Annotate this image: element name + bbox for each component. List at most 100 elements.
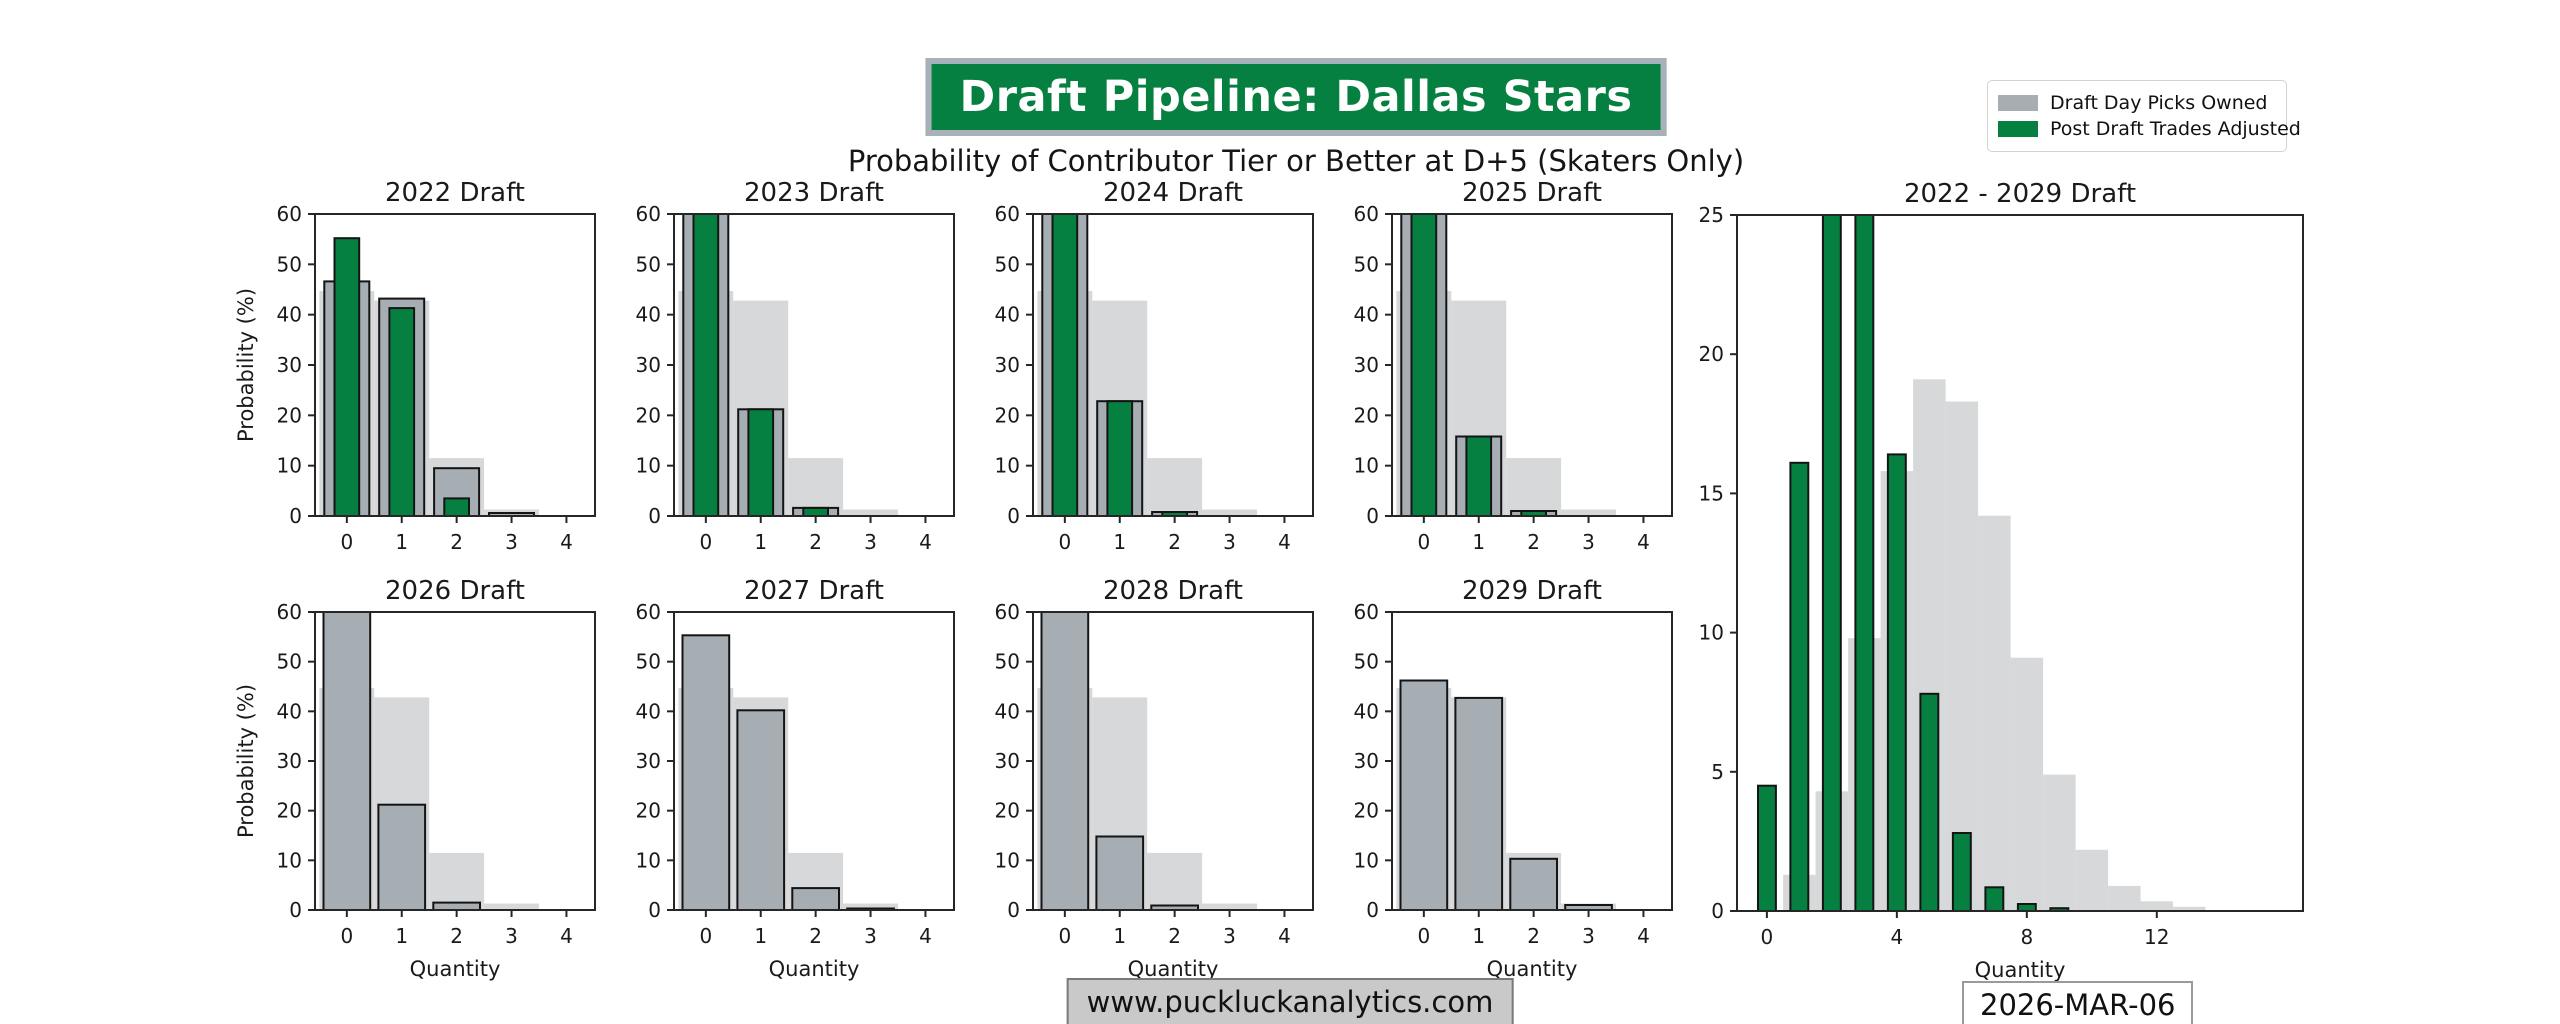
svg-text:4: 4 — [560, 530, 573, 554]
svg-text:0: 0 — [1058, 924, 1071, 948]
svg-text:10: 10 — [1699, 621, 1724, 645]
svg-text:40: 40 — [636, 699, 661, 723]
svg-text:1: 1 — [1113, 530, 1126, 554]
subplot-combined-2022-2029-draft: 0 5 10 15 20 25 0 4 8 12 2022 - 2029 Draft Quantity — [1699, 179, 2304, 982]
svg-text:40: 40 — [277, 699, 302, 723]
svg-text:Quantity: Quantity — [410, 957, 501, 981]
svg-text:Quantity: Quantity — [1128, 957, 1219, 981]
svg-text:60: 60 — [636, 202, 661, 226]
svg-text:20: 20 — [995, 403, 1020, 427]
svg-text:10: 10 — [277, 848, 302, 872]
svg-text:1: 1 — [395, 924, 408, 948]
svg-text:10: 10 — [1354, 848, 1379, 872]
svg-text:2022 Draft: 2022 Draft — [385, 178, 525, 208]
svg-text:1: 1 — [395, 530, 408, 554]
svg-text:2029 Draft: 2029 Draft — [1462, 576, 1602, 606]
subplot-2027-draft: 0 10 20 30 40 50 60 0 1 2 3 4 2027 Draft Quantity — [636, 576, 955, 981]
svg-text:50: 50 — [995, 252, 1020, 276]
svg-text:4: 4 — [919, 924, 932, 948]
svg-text:15: 15 — [1699, 481, 1724, 505]
subplot-2025-draft: 0 10 20 30 40 50 60 0 1 2 3 4 2025 Draft — [1354, 178, 1673, 554]
svg-text:60: 60 — [1354, 202, 1379, 226]
svg-text:1: 1 — [1472, 924, 1485, 948]
svg-text:0: 0 — [1417, 530, 1430, 554]
svg-text:Quantity: Quantity — [1487, 957, 1578, 981]
svg-text:4: 4 — [919, 530, 932, 554]
svg-text:Quantity: Quantity — [769, 957, 860, 981]
svg-text:40: 40 — [995, 303, 1020, 327]
svg-text:1: 1 — [1472, 530, 1485, 554]
svg-text:2: 2 — [1168, 530, 1181, 554]
svg-text:20: 20 — [995, 799, 1020, 823]
svg-text:50: 50 — [277, 252, 302, 276]
svg-text:8: 8 — [2020, 925, 2033, 949]
svg-text:0: 0 — [1417, 924, 1430, 948]
figure-title-box: Draft Pipeline: Dallas Stars — [925, 58, 1667, 136]
svg-text:2: 2 — [450, 530, 463, 554]
svg-text:2025 Draft: 2025 Draft — [1462, 178, 1602, 208]
svg-text:30: 30 — [636, 749, 661, 773]
svg-text:3: 3 — [505, 530, 518, 554]
date-box: 2026-MAR-06 — [1962, 981, 2194, 1024]
svg-text:0: 0 — [648, 898, 661, 922]
svg-text:4: 4 — [1278, 530, 1291, 554]
svg-text:4: 4 — [1278, 924, 1291, 948]
svg-text:0: 0 — [340, 924, 353, 948]
svg-text:2: 2 — [809, 530, 822, 554]
svg-text:10: 10 — [995, 848, 1020, 872]
svg-text:2: 2 — [1168, 924, 1181, 948]
svg-text:60: 60 — [277, 600, 302, 624]
svg-text:30: 30 — [277, 749, 302, 773]
subplot-2024-draft: 0 10 20 30 40 50 60 0 1 2 3 4 2024 Draft — [995, 178, 1314, 554]
svg-text:60: 60 — [995, 600, 1020, 624]
svg-text:4: 4 — [1890, 925, 1903, 949]
svg-text:0: 0 — [1058, 530, 1071, 554]
svg-text:20: 20 — [277, 799, 302, 823]
svg-text:50: 50 — [636, 252, 661, 276]
svg-text:50: 50 — [995, 650, 1020, 674]
svg-text:0: 0 — [648, 504, 661, 528]
svg-text:3: 3 — [505, 924, 518, 948]
svg-text:60: 60 — [277, 202, 302, 226]
svg-text:40: 40 — [1354, 699, 1379, 723]
legend-swatch-icon — [1998, 121, 2038, 137]
website-box: www.puckluckanalytics.com — [1066, 978, 1514, 1024]
svg-text:2: 2 — [1527, 924, 1540, 948]
svg-text:40: 40 — [277, 303, 302, 327]
svg-text:0: 0 — [699, 924, 712, 948]
svg-text:2027 Draft: 2027 Draft — [744, 576, 884, 606]
svg-text:30: 30 — [1354, 353, 1379, 377]
legend: Draft Day Picks Owned Post Draft Trades A… — [1987, 80, 2301, 152]
svg-text:1: 1 — [1113, 924, 1126, 948]
svg-text:2022 - 2029 Draft: 2022 - 2029 Draft — [1904, 179, 2136, 209]
svg-text:3: 3 — [1582, 924, 1595, 948]
svg-text:3: 3 — [864, 924, 877, 948]
svg-text:10: 10 — [636, 454, 661, 478]
svg-text:2023 Draft: 2023 Draft — [744, 178, 884, 208]
svg-text:2026 Draft: 2026 Draft — [385, 576, 525, 606]
legend-item: Draft Day Picks Owned — [1998, 92, 2276, 114]
svg-text:50: 50 — [1354, 252, 1379, 276]
svg-text:30: 30 — [636, 353, 661, 377]
svg-text:60: 60 — [636, 600, 661, 624]
svg-text:20: 20 — [1354, 403, 1379, 427]
svg-text:Probability (%): Probability (%) — [234, 684, 258, 838]
svg-text:2: 2 — [1527, 530, 1540, 554]
svg-text:0: 0 — [289, 898, 302, 922]
svg-text:4: 4 — [1637, 530, 1650, 554]
svg-text:50: 50 — [277, 650, 302, 674]
svg-text:4: 4 — [1637, 924, 1650, 948]
svg-text:10: 10 — [1354, 454, 1379, 478]
figure-title: Draft Pipeline: Dallas Stars — [959, 72, 1633, 122]
svg-text:Probability (%): Probability (%) — [234, 288, 258, 442]
svg-text:Quantity: Quantity — [1975, 958, 2066, 982]
svg-text:40: 40 — [995, 699, 1020, 723]
svg-text:30: 30 — [1354, 749, 1379, 773]
svg-text:50: 50 — [1354, 650, 1379, 674]
svg-text:50: 50 — [636, 650, 661, 674]
legend-item-label: Post Draft Trades Adjusted — [2050, 118, 2301, 140]
subplot-2022-draft: 0 10 20 30 40 50 60 0 1 2 3 4 2022 Draft Probability … — [234, 178, 596, 554]
svg-text:4: 4 — [560, 924, 573, 948]
svg-text:20: 20 — [277, 403, 302, 427]
